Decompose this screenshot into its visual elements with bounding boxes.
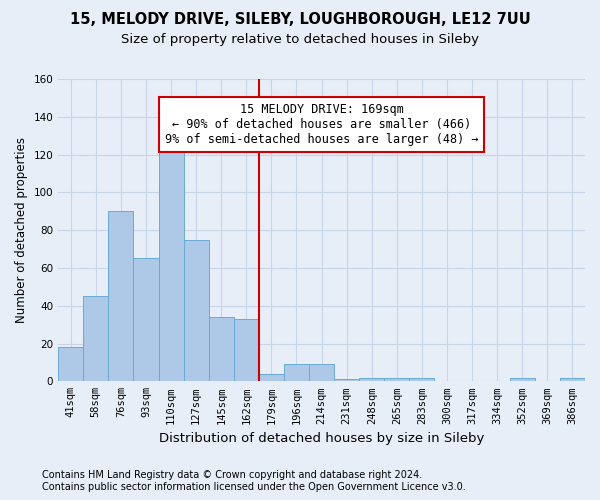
Bar (83, 296, 109, 382)
Text: Contains HM Land Registry data © Crown copyright and database right 2024.: Contains HM Land Registry data © Crown c… (42, 470, 422, 480)
Text: Size of property relative to detached houses in Sileby: Size of property relative to detached ho… (121, 32, 479, 46)
Bar (184, 240, 209, 382)
Bar (58, 348, 83, 382)
Bar (234, 319, 259, 382)
Bar (560, 378, 585, 382)
Y-axis label: Number of detached properties: Number of detached properties (15, 137, 28, 323)
Bar (133, 258, 158, 382)
Text: 15, MELODY DRIVE, SILEBY, LOUGHBOROUGH, LE12 7UU: 15, MELODY DRIVE, SILEBY, LOUGHBOROUGH, … (70, 12, 530, 28)
Bar (409, 378, 434, 382)
Text: Contains public sector information licensed under the Open Government Licence v3: Contains public sector information licen… (42, 482, 466, 492)
Bar (359, 378, 385, 382)
Bar (334, 380, 359, 382)
Bar (259, 374, 284, 382)
Bar (209, 317, 234, 382)
Text: 15 MELODY DRIVE: 169sqm
← 90% of detached houses are smaller (466)
9% of semi-de: 15 MELODY DRIVE: 169sqm ← 90% of detache… (165, 103, 478, 146)
Bar (309, 364, 334, 382)
Bar (109, 212, 133, 382)
Bar (284, 364, 309, 382)
Bar (510, 378, 535, 382)
Bar (385, 378, 409, 382)
X-axis label: Distribution of detached houses by size in Sileby: Distribution of detached houses by size … (159, 432, 484, 445)
Bar (158, 136, 184, 382)
